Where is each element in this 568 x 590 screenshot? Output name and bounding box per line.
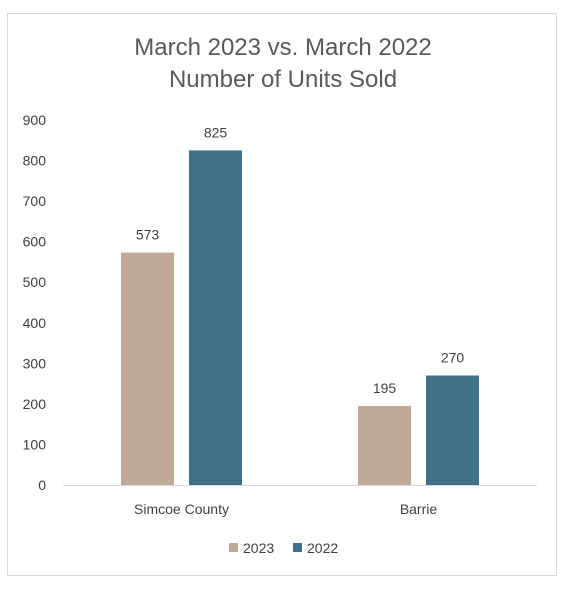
y-tick-label: 700: [23, 193, 47, 209]
y-tick-label: 900: [23, 112, 47, 128]
data-label: 270: [441, 350, 465, 366]
data-label: 573: [136, 227, 160, 243]
bar-2023-simcoe-county: [121, 252, 174, 485]
bar-2022-barrie: [426, 375, 479, 485]
legend-label-2023: 2023: [243, 540, 274, 556]
y-tick-label: 0: [38, 477, 46, 493]
data-label: 195: [373, 380, 397, 396]
x-category-label: Simcoe County: [134, 501, 229, 517]
y-tick-label: 500: [23, 274, 47, 290]
legend-swatch-2022: [293, 543, 302, 552]
bar-2023-barrie: [358, 405, 411, 485]
y-tick-label: 200: [23, 396, 47, 412]
y-tick-label: 400: [23, 315, 47, 331]
chart-title-line2: Number of Units Sold: [169, 66, 397, 93]
bars: 573 825 195 270: [121, 124, 479, 485]
x-category-label: Barrie: [400, 501, 438, 517]
y-tick-label: 600: [23, 234, 47, 250]
legend: 2023 2022: [229, 540, 338, 556]
y-tick-label: 300: [23, 355, 47, 371]
x-axis-categories: Simcoe County Barrie: [134, 501, 437, 517]
y-tick-label: 100: [23, 436, 47, 452]
legend-swatch-2023: [229, 543, 238, 552]
y-axis: 0 100 200 300 400 500 600 700 800 900: [23, 112, 47, 493]
bar-2022-simcoe-county: [189, 150, 242, 485]
legend-label-2022: 2022: [307, 540, 338, 556]
y-tick-label: 800: [23, 153, 47, 169]
chart-title-line1: March 2023 vs. March 2022: [134, 34, 431, 61]
data-label: 825: [204, 124, 228, 140]
